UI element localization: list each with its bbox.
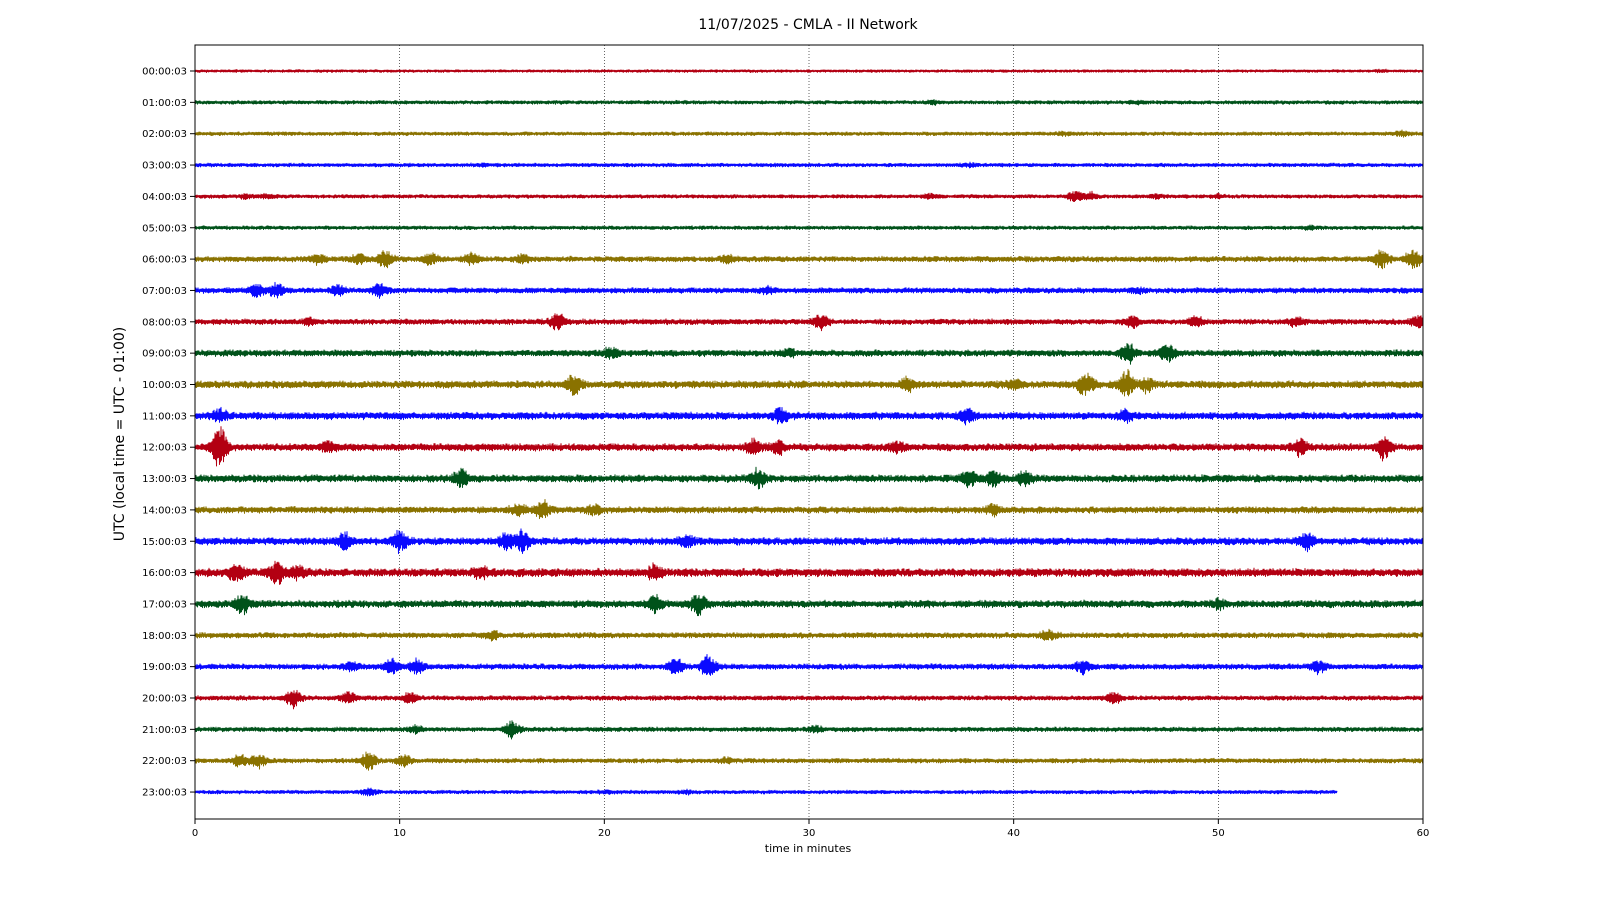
trace-line — [194, 654, 1424, 676]
x-tick-label: 50 — [1212, 828, 1225, 839]
x-tick-label: 10 — [393, 828, 406, 839]
y-tick-label: 00:00:03 — [142, 67, 187, 78]
y-tick-label: 02:00:03 — [142, 129, 187, 140]
y-tick-label: 21:00:03 — [142, 725, 187, 736]
trace-line — [194, 368, 1424, 397]
trace-line — [194, 99, 1424, 106]
trace-line — [194, 528, 1424, 555]
y-tick-label: 23:00:03 — [142, 788, 187, 799]
trace-line — [194, 593, 1424, 617]
x-tick-labels: 0 10 20 30 40 50 60 — [192, 819, 1430, 839]
trace-line — [194, 689, 1424, 710]
y-axis-label: UTC (local time = UTC - 01:00) — [112, 327, 128, 542]
trace-line — [194, 313, 1424, 332]
seismic-traces — [194, 68, 1424, 797]
y-tick-label: 19:00:03 — [142, 662, 187, 673]
y-tick-label: 20:00:03 — [142, 694, 187, 705]
y-tick-label: 05:00:03 — [142, 223, 187, 234]
y-tick-label: 15:00:03 — [142, 537, 187, 548]
trace-line — [194, 281, 1424, 299]
trace-line — [194, 68, 1424, 74]
trace-line — [194, 406, 1424, 426]
trace-line — [194, 628, 1424, 642]
trace-line — [194, 787, 1338, 797]
trace-line — [194, 720, 1424, 740]
x-tick-label: 40 — [1007, 828, 1020, 839]
trace-line — [194, 560, 1424, 585]
x-axis-label: time in minutes — [765, 842, 852, 855]
x-tick-label: 30 — [803, 828, 816, 839]
trace-line — [194, 426, 1424, 467]
trace-line — [194, 342, 1424, 365]
trace-line — [194, 249, 1424, 270]
x-tick-label: 20 — [598, 828, 611, 839]
y-tick-label: 06:00:03 — [142, 255, 187, 266]
y-tick-label: 17:00:03 — [142, 599, 187, 610]
y-tick-label: 12:00:03 — [142, 443, 187, 454]
y-tick-label: 03:00:03 — [142, 161, 187, 172]
y-tick-label: 09:00:03 — [142, 349, 187, 360]
y-tick-label: 08:00:03 — [142, 317, 187, 328]
trace-line — [194, 466, 1424, 490]
y-tick-label: 13:00:03 — [142, 474, 187, 485]
chart-title: 11/07/2025 - CMLA - II Network — [698, 17, 918, 33]
y-tick-label: 22:00:03 — [142, 756, 187, 767]
x-tick-label: 60 — [1417, 828, 1430, 839]
trace-line — [194, 498, 1424, 520]
y-tick-label: 11:00:03 — [142, 411, 187, 422]
y-tick-label: 01:00:03 — [142, 98, 187, 109]
y-tick-labels: 00:00:03 01:00:03 02:00:03 03:00:03 04:00:03… — [142, 67, 195, 799]
trace-line — [194, 129, 1424, 138]
y-tick-label: 16:00:03 — [142, 568, 187, 579]
y-tick-label: 04:00:03 — [142, 192, 187, 203]
y-tick-label: 14:00:03 — [142, 505, 187, 516]
y-tick-label: 10:00:03 — [142, 380, 187, 391]
trace-line — [194, 224, 1424, 231]
trace-line — [194, 190, 1424, 203]
x-tick-label: 0 — [192, 828, 198, 839]
y-tick-label: 18:00:03 — [142, 631, 187, 642]
trace-line — [194, 161, 1424, 169]
trace-line — [194, 751, 1424, 771]
y-tick-label: 07:00:03 — [142, 286, 187, 297]
grid-lines — [399, 45, 1219, 819]
plot-frame — [194, 44, 1424, 820]
